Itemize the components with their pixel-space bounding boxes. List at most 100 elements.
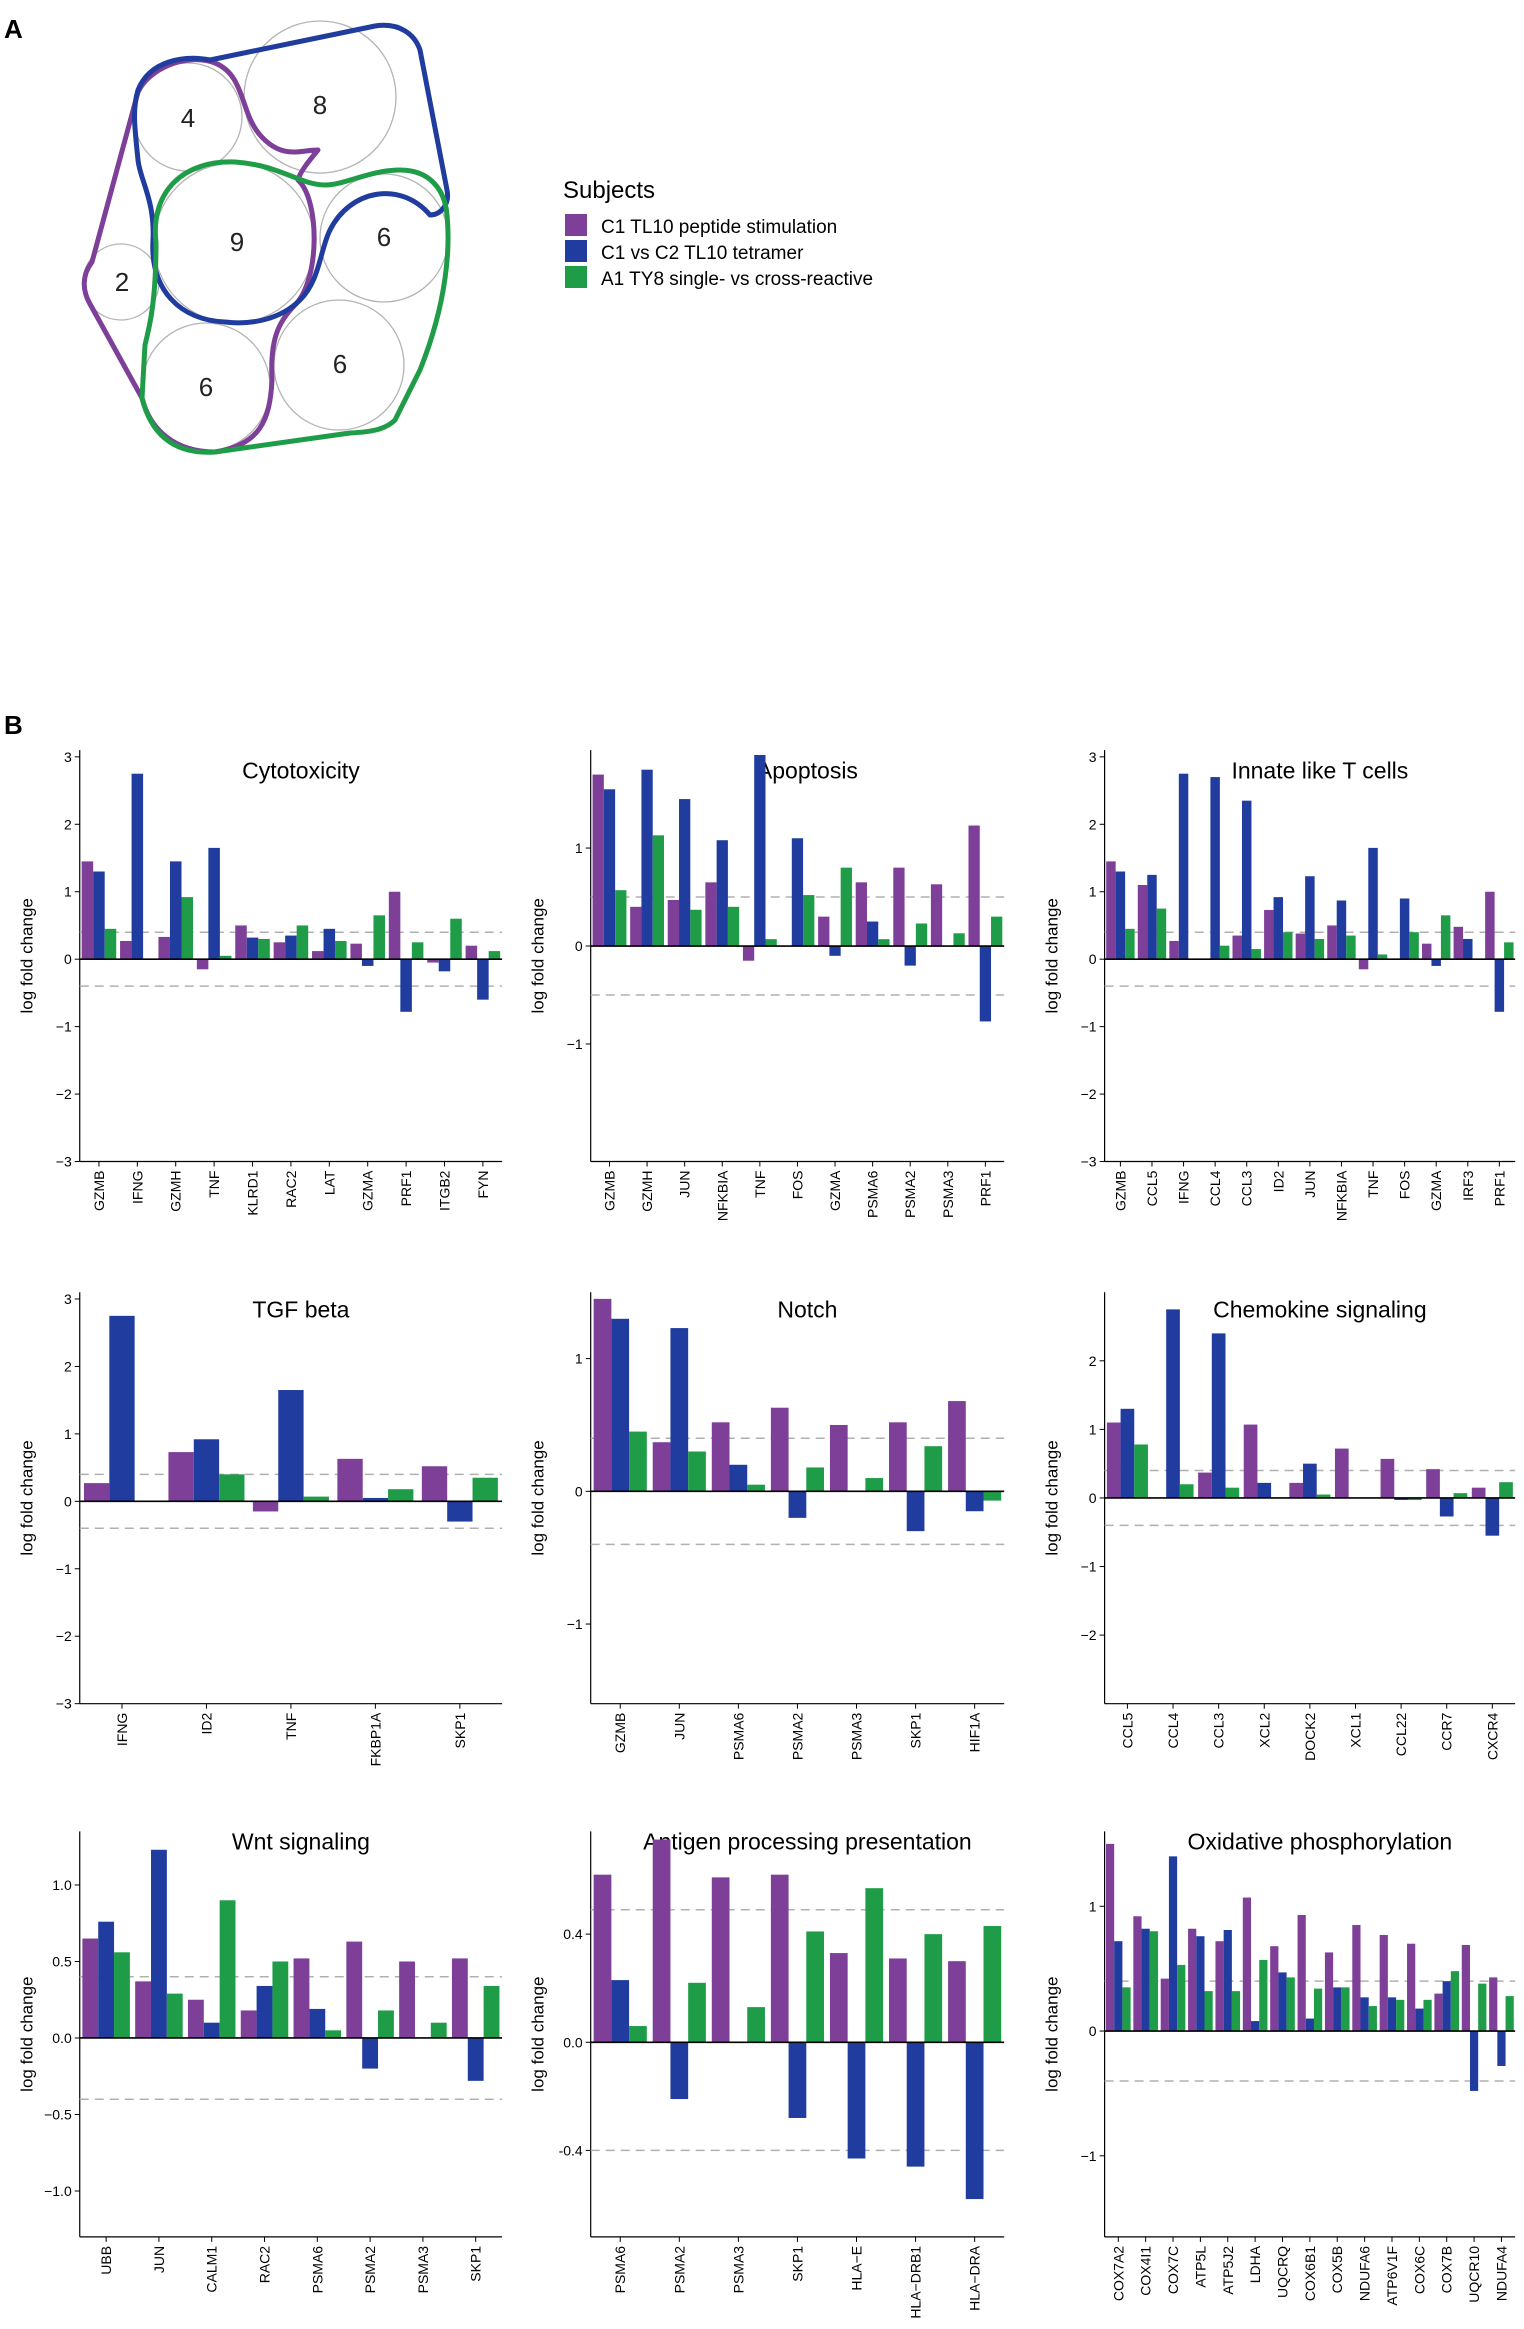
bar-cox7a2-c2 [1114, 1941, 1123, 2032]
x-tick-label-ndufa6: NDUFA6 [1357, 2246, 1373, 2301]
x-tick-label-psma6: PSMA6 [865, 1170, 881, 1218]
x-tick-label-gzma: GZMA [1428, 1170, 1444, 1211]
bar-ccl3-c2 [1211, 1333, 1226, 1498]
bar-ccl4-c2 [1210, 777, 1220, 960]
bar-gzmh-a1 [652, 835, 664, 947]
bar-ldha-c1 [1242, 1897, 1252, 2032]
bar-gzma-c2 [361, 959, 374, 966]
x-tick-label-ifng: IFNG [1176, 1171, 1192, 1204]
y-tick-label: 0.0 [52, 2030, 72, 2046]
chart-innate-like-t-cells: Innate like T cells log fold change −3 −2 −1… [1043, 749, 1516, 1221]
x-tick-label-prf1: PRF1 [1491, 1170, 1507, 1206]
bar-hif1a-a1 [983, 1491, 1002, 1501]
bar-id2-c1 [1264, 909, 1274, 960]
bar-gzmb-c1 [592, 774, 604, 947]
bar-fyn-c1 [465, 945, 478, 960]
bar-nfkbia-a1 [727, 906, 740, 947]
legend-swatch-c2 [565, 240, 587, 262]
bar-gzmh-a1 [181, 897, 194, 960]
bar-cox6c-c2 [1415, 2008, 1424, 2032]
bar-psma6-c2 [611, 1980, 630, 2043]
y-tick-label: 1 [575, 1351, 583, 1367]
y-tick-label: −2 [56, 1086, 72, 1102]
venn-legend: Subjects C1 TL10 peptide stimulation C1 … [563, 177, 873, 290]
bar-fkbp1a-c2 [362, 1497, 389, 1502]
y-tick-label: −1 [567, 1616, 583, 1632]
bar-psma3-c1 [399, 1961, 415, 2038]
bar-dock2-c2 [1303, 1463, 1317, 1498]
bar-psma6-a1 [629, 2026, 647, 2043]
bar-calm1-c1 [187, 1999, 204, 2038]
bar-prf1-c1 [968, 825, 980, 947]
bar-fkbp1a-a1 [388, 1489, 414, 1502]
bar-ndufa4-a1 [1505, 1996, 1514, 2032]
x-tick-label-cox7a2: COX7A2 [1110, 2246, 1126, 2301]
bar-nfkbia-c1 [705, 882, 717, 947]
x-tick-label-cxcr4: CXCR4 [1484, 1712, 1500, 1760]
bar-ccl4-c2 [1166, 1309, 1180, 1498]
y-tick-label: −1 [56, 1019, 72, 1035]
bar-prf1-c2 [400, 959, 412, 1012]
bar-ubb-c2 [98, 1921, 115, 2038]
venn-count-4: 4 [181, 103, 195, 133]
x-tick-label-gzmh: GZMH [168, 1171, 184, 1212]
bar-uqcr10-c1 [1461, 1944, 1470, 2032]
x-tick-label-gzmb: GZMB [601, 1171, 617, 1211]
x-tick-label-ccl3: CCL3 [1211, 1712, 1227, 1748]
bar-ubb-c1 [82, 1938, 99, 2038]
bar-id2-c2 [193, 1439, 220, 1502]
y-tick-label: 0 [1089, 951, 1097, 967]
bar-atp6v1f-c2 [1387, 1997, 1397, 2032]
bar-dock2-a1 [1316, 1494, 1331, 1498]
x-tick-label-atp6v1f: ATP6V1F [1384, 2246, 1400, 2306]
x-tick-label-tnf: TNF [752, 1171, 768, 1198]
bar-ubb-a1 [114, 1952, 130, 2038]
bar-ndufa6-c1 [1352, 1924, 1361, 2032]
bar-psma3-a1 [747, 2007, 765, 2043]
y-tick-label: −3 [56, 1696, 72, 1712]
bar-cox6c-a1 [1423, 1999, 1432, 2032]
chart-wnt-signaling: Wnt signaling log fold change −1.0 −0.5 0.0 0… [18, 1828, 503, 2294]
y-axis-label: log fold change [1043, 1440, 1062, 1555]
x-tick-label-xcl2: XCL2 [1256, 1712, 1272, 1747]
x-tick-label-hif1a: HIF1A [967, 1712, 983, 1752]
bar-prf1-c1 [388, 891, 401, 960]
bar-skp1-c1 [770, 1874, 789, 2043]
x-tick-label-psma3: PSMA3 [940, 1170, 956, 1218]
bar-skp1-a1 [924, 1446, 943, 1492]
bar-ifng-c1 [120, 940, 132, 960]
x-tick-label-cox4i1: COX4I1 [1138, 2246, 1154, 2296]
bar-psma2-c2 [788, 1491, 807, 1518]
bar-gzma-a1 [840, 867, 852, 947]
y-tick-label: −3 [1081, 1154, 1097, 1170]
x-tick-label-ccr7: CCR7 [1439, 1712, 1455, 1750]
venn-count-8: 8 [313, 90, 327, 120]
bar-atp6v1f-c1 [1379, 1934, 1388, 2032]
y-tick-label: −3 [56, 1154, 72, 1170]
y-tick-label: −1 [1081, 1559, 1097, 1575]
bar-fyn-c2 [477, 959, 489, 1000]
bar-tnf-a1 [303, 1496, 329, 1502]
x-tick-label-jun: JUN [151, 2246, 167, 2273]
x-tick-label-tnf: TNF [283, 1713, 299, 1740]
x-tick-label-cox6b1: COX6B1 [1302, 2246, 1318, 2301]
bar-fyn-a1 [488, 951, 501, 960]
bar-jun-a1 [690, 909, 702, 947]
bar-gzmh-c2 [169, 861, 182, 960]
bar-jun-c1 [135, 1981, 152, 2038]
bar-psma2-a1 [688, 1982, 706, 2043]
y-tick-label: 1.0 [52, 1877, 72, 1893]
bar-tnf-a1 [219, 955, 232, 960]
y-axis-label: log fold change [529, 1440, 548, 1555]
bar-gzmb-c1 [593, 1298, 612, 1492]
bar-cox5b-c1 [1324, 1952, 1334, 2032]
bar-gzmb-a1 [104, 928, 117, 960]
x-tick-label-irf3: IRF3 [1460, 1170, 1476, 1201]
x-tick-label-psma3: PSMA3 [415, 2246, 431, 2294]
y-tick-label: 0.0 [563, 2034, 583, 2050]
bar-klrd1-c1 [235, 925, 247, 960]
x-tick-label-ccl22: CCL22 [1393, 1712, 1409, 1756]
bar-gzmb-c1 [81, 861, 94, 960]
